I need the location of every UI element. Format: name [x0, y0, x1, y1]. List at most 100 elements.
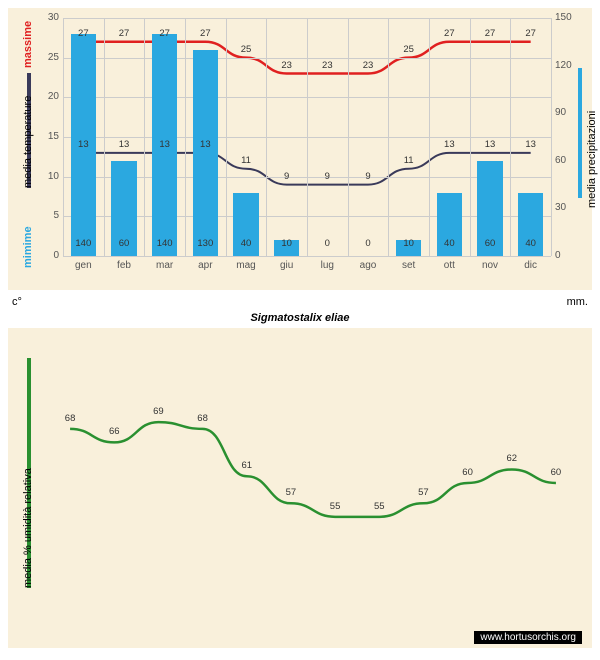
precip-value: 40: [434, 238, 464, 249]
max-temp-value: 27: [153, 28, 177, 39]
humidity-value: 60: [456, 467, 480, 478]
y-left-tick: 25: [39, 52, 59, 63]
max-temp-value: 27: [112, 28, 136, 39]
humidity-value: 55: [323, 501, 347, 512]
media-temp-label: media temperature: [22, 96, 34, 188]
precip-bar: [193, 50, 218, 256]
month-label: nov: [472, 260, 508, 271]
grid-line-v: [429, 18, 430, 256]
month-label: ago: [350, 260, 386, 271]
y-left-tick: 0: [39, 250, 59, 261]
precip-value: 60: [109, 238, 139, 249]
grid-line-v: [348, 18, 349, 256]
max-temp-value: 25: [234, 44, 258, 55]
humid-chart-svg: [48, 338, 578, 628]
mimime-label: mimime: [22, 226, 34, 268]
humidity-value: 66: [102, 426, 126, 437]
month-label: apr: [187, 260, 223, 271]
min-temp-value: 9: [275, 171, 299, 182]
grid-line-v: [307, 18, 308, 256]
container: massime media temperature mimime media p…: [0, 0, 600, 660]
grid-line-v: [470, 18, 471, 256]
min-temp-value: 11: [397, 155, 421, 166]
month-label: set: [391, 260, 427, 271]
max-temp-value: 27: [71, 28, 95, 39]
min-temp-value: 13: [193, 139, 217, 150]
grid-line-v: [104, 18, 105, 256]
y-left-tick: 10: [39, 171, 59, 182]
min-temp-value: 13: [519, 139, 543, 150]
month-label: giu: [269, 260, 305, 271]
max-temp-value: 23: [315, 60, 339, 71]
min-temp-value: 13: [153, 139, 177, 150]
humid-plot-area: 686669686157555557606260: [48, 338, 578, 628]
y-right-tick: 60: [555, 155, 566, 166]
precip-value: 60: [475, 238, 505, 249]
bottom-chart-panel: media % umidità relativa 68 66 69 68 61 57 55 5…: [8, 328, 592, 648]
grid-line-v: [226, 18, 227, 256]
mm-label: mm.: [567, 296, 588, 308]
max-temp-value: 23: [356, 60, 380, 71]
precip-value: 10: [394, 238, 424, 249]
month-label: feb: [106, 260, 142, 271]
y-left-tick: 20: [39, 91, 59, 102]
massime-label: massime: [22, 21, 34, 68]
y-left-tick: 30: [39, 12, 59, 23]
media-humid-label: media % umidità relativa: [22, 468, 34, 588]
grid-line-v: [388, 18, 389, 256]
subtitle-text: Sigmatostalix eliae: [0, 312, 600, 324]
c-deg-label: c°: [12, 296, 22, 308]
precip-value: 140: [68, 238, 98, 249]
media-precip-label: media precipitazioni: [586, 111, 598, 208]
top-chart-panel: massime media temperature mimime media p…: [8, 8, 592, 290]
max-temp-value: 27: [193, 28, 217, 39]
humidity-value: 68: [58, 413, 82, 424]
month-label: gen: [65, 260, 101, 271]
max-temp-value: 27: [478, 28, 502, 39]
precip-value: 40: [231, 238, 261, 249]
humidity-value: 55: [367, 501, 391, 512]
humidity-value: 57: [279, 487, 303, 498]
humidity-value: 60: [544, 467, 568, 478]
precip-strip: [578, 68, 582, 198]
max-temp-value: 25: [397, 44, 421, 55]
y-right-tick: 120: [555, 60, 572, 71]
precip-value: 140: [150, 238, 180, 249]
min-temp-value: 13: [112, 139, 136, 150]
humidity-value: 61: [235, 460, 259, 471]
min-temp-value: 9: [356, 171, 380, 182]
month-label: lug: [309, 260, 345, 271]
precip-value: 0: [312, 238, 342, 249]
humidity-value: 62: [500, 453, 524, 464]
precip-value: 10: [272, 238, 302, 249]
y-right-tick: 30: [555, 202, 566, 213]
y-right-tick: 150: [555, 12, 572, 23]
month-label: dic: [513, 260, 549, 271]
max-temp-value: 23: [275, 60, 299, 71]
max-temp-value: 27: [437, 28, 461, 39]
precip-value: 40: [516, 238, 546, 249]
min-temp-value: 13: [437, 139, 461, 150]
y-left-tick: 15: [39, 131, 59, 142]
grid-line-v: [185, 18, 186, 256]
month-label: mag: [228, 260, 264, 271]
grid-line-v: [510, 18, 511, 256]
y-left-tick: 5: [39, 210, 59, 221]
grid-line-v: [144, 18, 145, 256]
grid-line-v: [63, 18, 64, 256]
max-temp-value: 27: [519, 28, 543, 39]
humidity-value: 68: [191, 413, 215, 424]
humidity-value: 69: [146, 406, 170, 417]
min-temp-value: 11: [234, 155, 258, 166]
precip-value: 130: [190, 238, 220, 249]
y-right-tick: 0: [555, 250, 561, 261]
min-temp-value: 9: [315, 171, 339, 182]
top-plot-area: 05101520253003060901201501402713gen60271…: [63, 18, 551, 256]
grid-line-v: [266, 18, 267, 256]
month-label: ott: [431, 260, 467, 271]
month-label: mar: [147, 260, 183, 271]
min-temp-value: 13: [71, 139, 95, 150]
grid-line: [63, 256, 551, 257]
precip-value: 0: [353, 238, 383, 249]
y-right-tick: 90: [555, 107, 566, 118]
